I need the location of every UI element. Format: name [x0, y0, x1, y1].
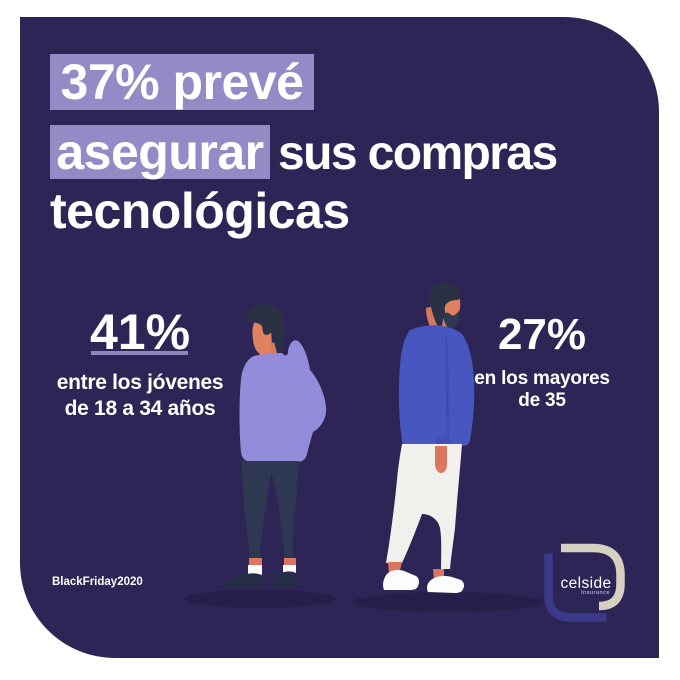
svg-text:Insurance: Insurance: [581, 590, 610, 596]
svg-text:celside: celside: [560, 575, 611, 592]
